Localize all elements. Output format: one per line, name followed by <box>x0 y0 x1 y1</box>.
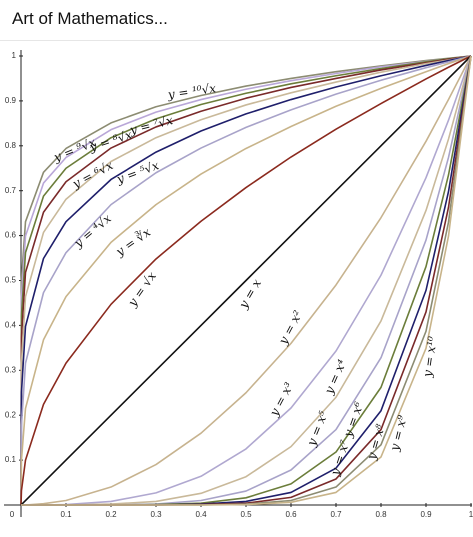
y-tick-label: 0.5 <box>5 276 17 285</box>
curve <box>20 55 472 506</box>
curve-label: y = √x <box>125 269 159 310</box>
y-tick-label: 0.7 <box>5 186 17 195</box>
curve-label: y = ⁸√x <box>87 127 134 154</box>
curve <box>20 55 472 506</box>
x-tick-label: 0.2 <box>105 510 117 519</box>
x-tick-label: 0.3 <box>150 510 162 519</box>
curve-label: y = ⁶√x <box>69 158 115 191</box>
curve-label: y = ⁵√x <box>114 158 161 187</box>
x-tick-label: 0.1 <box>60 510 72 519</box>
curve <box>20 55 472 506</box>
y-tick-label: 0.6 <box>5 231 17 240</box>
curve-label: y = x <box>236 276 264 311</box>
x-tick-label: 1 <box>469 510 473 519</box>
curve <box>20 55 472 506</box>
curve-label: y = x⁷ <box>327 438 352 478</box>
x-tick-label: 0.9 <box>420 510 432 519</box>
y-tick-label: 0.1 <box>5 455 17 464</box>
curve <box>20 55 472 506</box>
curve <box>20 55 472 506</box>
curve-label: y = ∛x <box>112 224 153 259</box>
curve-label: y = ⁴√x <box>71 211 114 251</box>
curve <box>20 55 472 506</box>
y-tick-label: 1 <box>12 51 17 60</box>
x-tick-label: 0.7 <box>330 510 342 519</box>
curve-label: y = x³ <box>266 380 296 419</box>
post-title: Art of Mathematics... <box>12 9 168 28</box>
curve-label: y = x¹⁰ <box>420 335 440 379</box>
y-tick-label: 0.2 <box>5 410 17 419</box>
y-tick-label: 0.9 <box>5 96 17 105</box>
curve-label: y = ¹⁰√x <box>166 81 217 102</box>
curve <box>20 55 472 506</box>
y-tick-label: 0.3 <box>5 365 17 374</box>
curve <box>20 55 472 506</box>
curve-label: y = x² <box>275 308 305 347</box>
y-tick-label: 0.4 <box>5 321 17 330</box>
x-tick-label: 0.6 <box>285 510 297 519</box>
curve <box>20 55 472 506</box>
separator <box>0 40 473 41</box>
x-tick-label: 0 <box>10 510 15 519</box>
curve <box>20 55 472 506</box>
y-tick-label: 0.8 <box>5 141 17 150</box>
x-tick-label: 0.8 <box>375 510 387 519</box>
x-tick-label: 0.4 <box>195 510 207 519</box>
x-tick-label: 0.5 <box>240 510 252 519</box>
